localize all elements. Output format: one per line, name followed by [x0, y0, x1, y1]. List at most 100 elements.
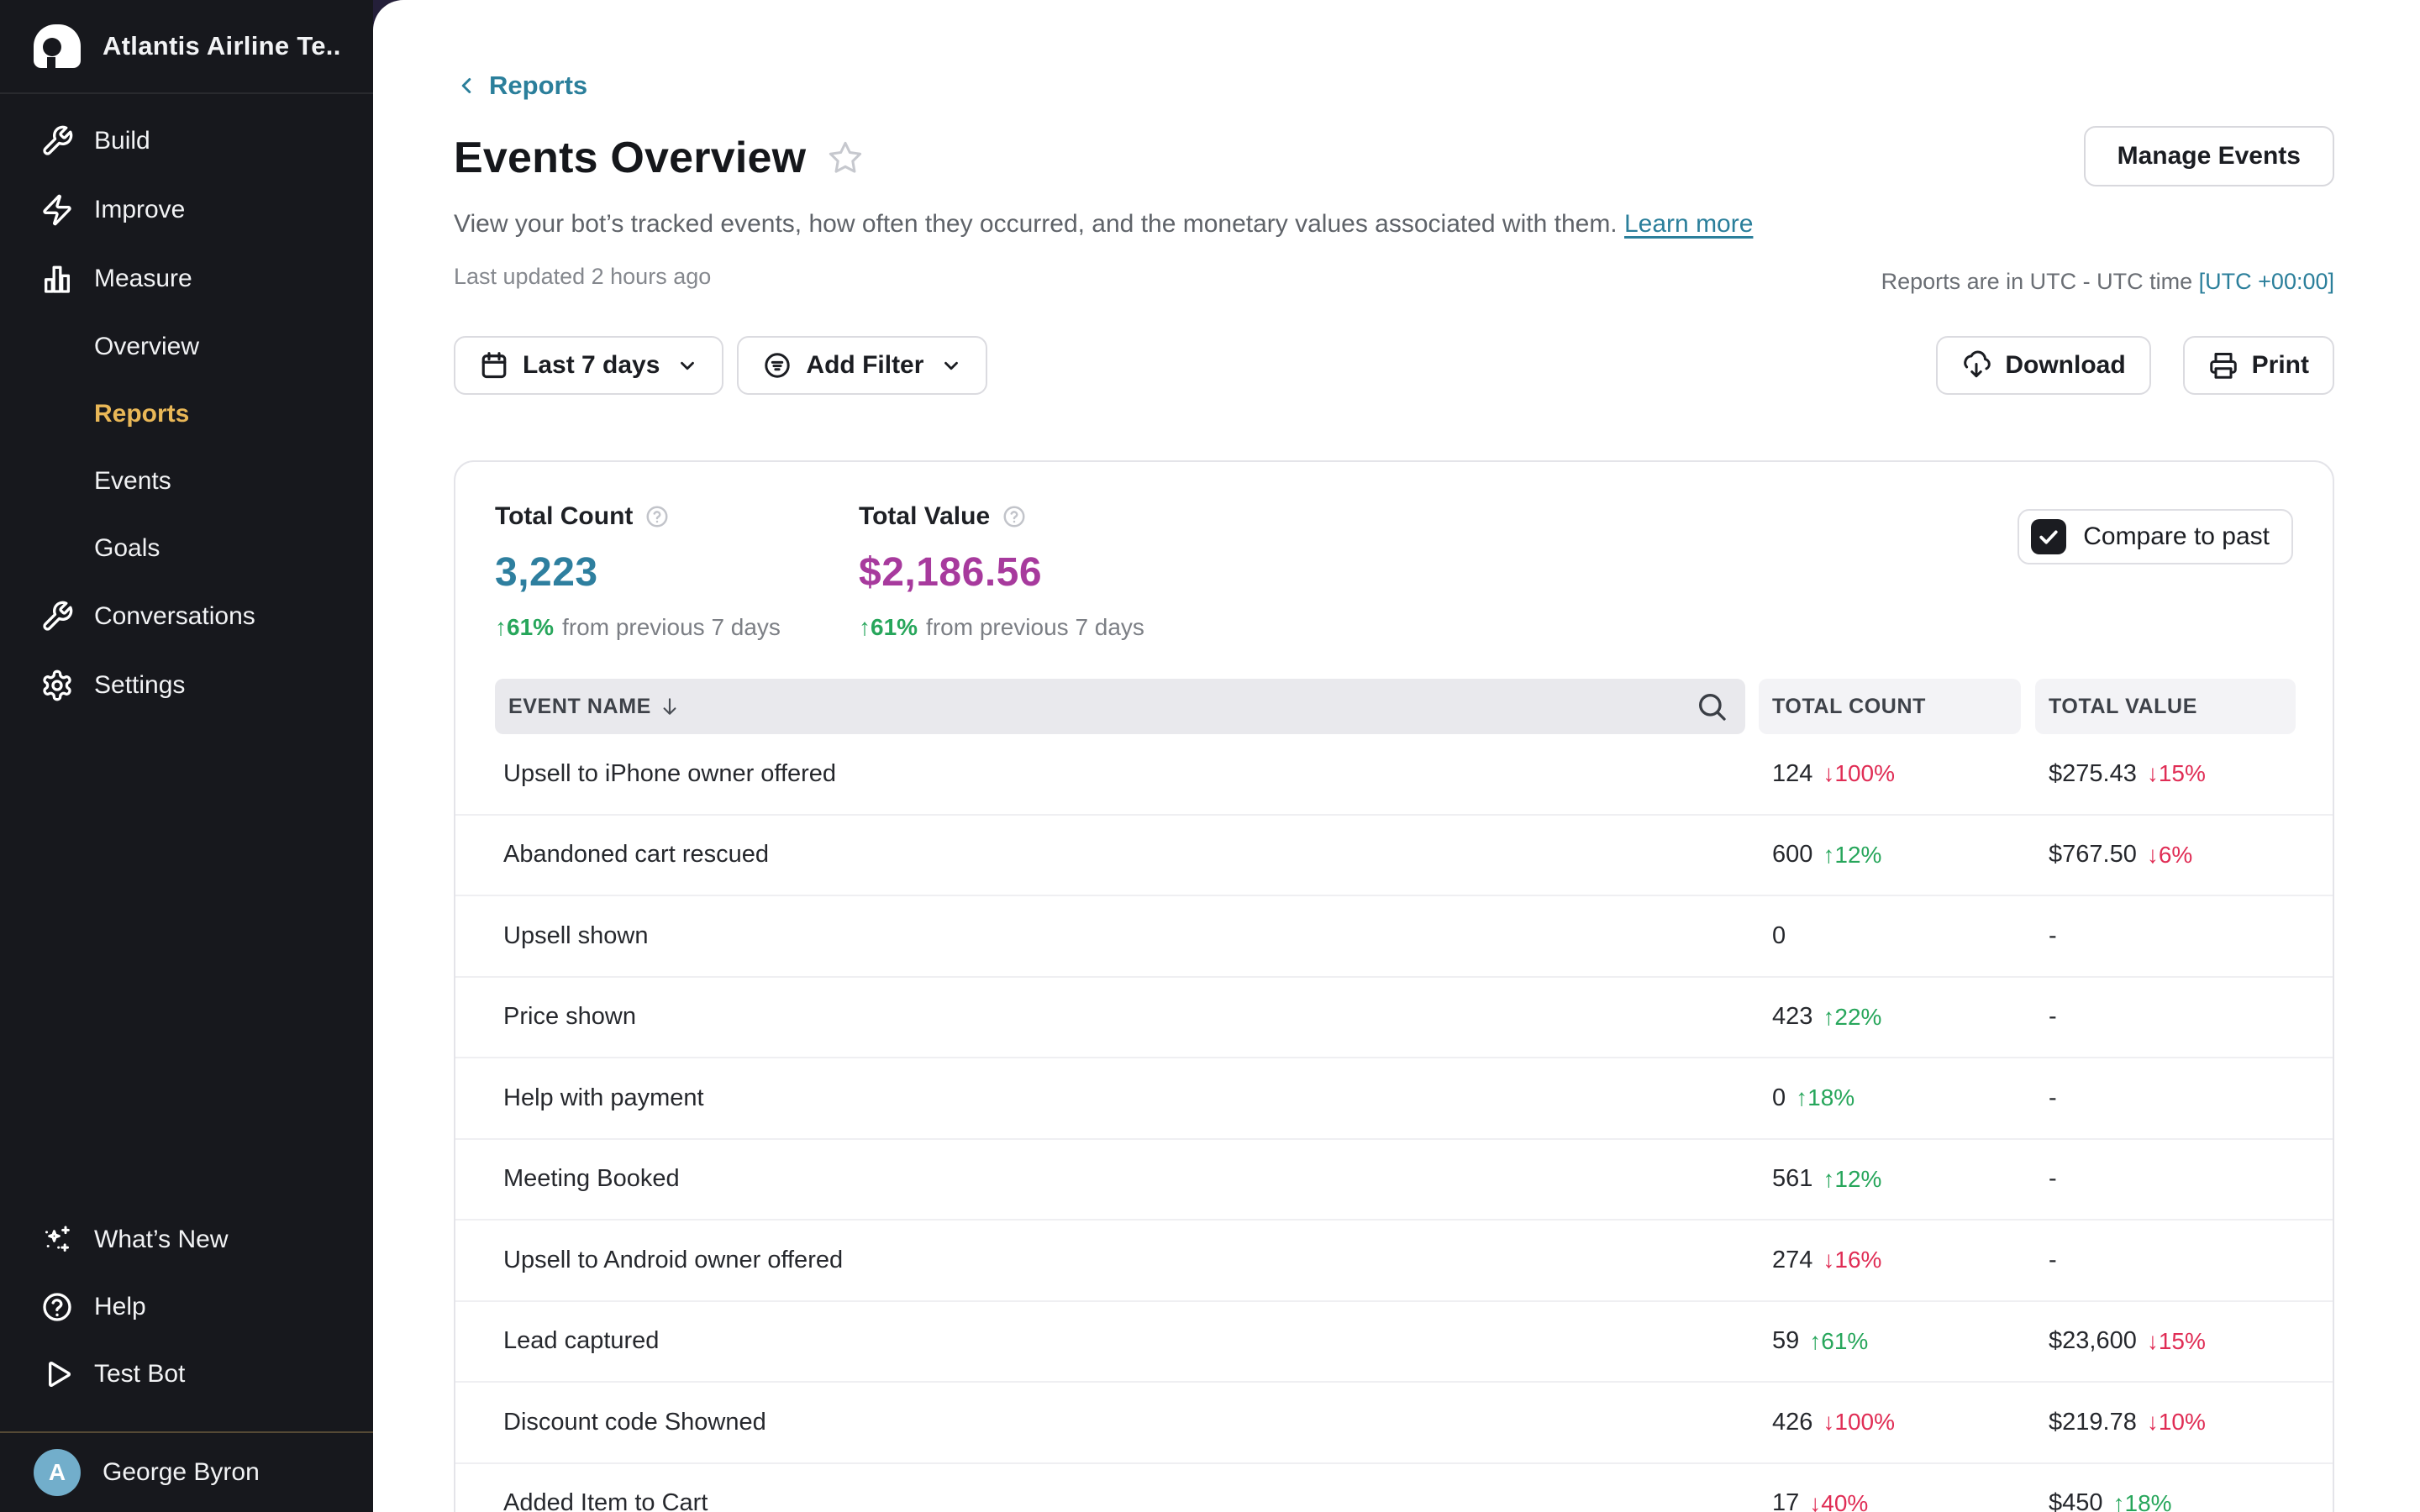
wrench-icon — [40, 124, 74, 158]
event-name: Upsell shown — [503, 921, 649, 949]
event-total-count: 426 ↓100% — [1772, 1408, 1896, 1436]
timezone-link[interactable]: [UTC +00:00] — [2198, 269, 2334, 294]
filter-icon — [762, 350, 792, 381]
change-down-badge: ↓6% — [2146, 841, 2193, 868]
sidebar-item-goals[interactable]: Goals — [94, 534, 160, 562]
chevron-down-icon — [676, 354, 698, 376]
app-logo-icon — [34, 24, 81, 68]
change-up-badge: ↑22% — [1823, 1003, 1882, 1030]
change-up-badge: ↑18% — [2112, 1489, 2172, 1512]
manage-events-button[interactable]: Manage Events — [2083, 126, 2334, 186]
event-total-value: $219.78 ↓10% — [2049, 1408, 2206, 1436]
help-circle-icon[interactable] — [644, 504, 670, 529]
calendar-icon — [479, 350, 509, 381]
change-down-badge: ↓15% — [2146, 1327, 2206, 1354]
table-row: Price shown 423 ↑22% - — [455, 978, 2333, 1058]
search-icon[interactable] — [1695, 690, 1728, 723]
sidebar-footer: What’s New Help Test Bot A George Byron — [0, 1206, 373, 1512]
sidebar-item-whats-new[interactable]: What’s New — [0, 1206, 373, 1273]
sidebar-item-measure[interactable]: Measure — [0, 244, 373, 313]
event-total-value: - — [2049, 921, 2057, 949]
change-down-badge: ↓16% — [1823, 1247, 1882, 1273]
event-total-count: 17 ↓40% — [1772, 1464, 2024, 1512]
sidebar-item-improve[interactable]: Improve — [0, 176, 373, 244]
table-header: EVENT NAME TOTAL COUNT TOTAL VALUE — [455, 679, 2333, 734]
event-total-value: - — [2049, 1003, 2057, 1031]
gear-icon — [40, 669, 74, 702]
chevron-left-icon — [454, 73, 479, 98]
table-row: Upsell shown 0 - — [455, 896, 2333, 978]
column-header-event-name[interactable]: EVENT NAME — [495, 679, 1745, 734]
event-total-count: 600 ↑12% — [1772, 841, 1882, 869]
breadcrumb[interactable]: Reports — [454, 71, 587, 101]
change-up-badge: ↑12% — [1823, 841, 1882, 868]
print-button[interactable]: Print — [2182, 336, 2334, 395]
change-up-badge: ↑61% — [1809, 1327, 1869, 1354]
stat-label: Total Value — [859, 502, 991, 530]
stat-label: Total Count — [495, 502, 634, 530]
sidebar-spacer — [0, 720, 373, 1206]
change-down-badge: ↓100% — [1823, 760, 1896, 787]
workspace-switcher[interactable]: Atlantis Airline Te... — [0, 0, 373, 94]
sparkles-icon — [40, 1223, 74, 1257]
column-header-total-count[interactable]: TOTAL COUNT — [1759, 679, 2021, 734]
event-total-count: 59 ↑61% — [1772, 1327, 1869, 1355]
event-total-count: 561 ↑12% — [1772, 1165, 1882, 1193]
sidebar-item-label: Build — [94, 127, 150, 155]
change-up-badge: ↑12% — [1823, 1165, 1882, 1192]
checkbox-checked-icon[interactable] — [2031, 519, 2067, 554]
learn-more-link[interactable]: Learn more — [1624, 210, 1754, 238]
event-total-value: $767.50 ↓6% — [2049, 841, 2193, 869]
sidebar-nav: Build Improve Measure Overview Reports E… — [0, 94, 373, 720]
sidebar-item-settings[interactable]: Settings — [0, 651, 373, 720]
table-row: Upsell to Android owner offered 274 ↓16% … — [455, 1221, 2333, 1302]
table-row: Help with payment 0 ↑18% - — [455, 1058, 2333, 1140]
add-filter-button[interactable]: Add Filter — [737, 336, 988, 395]
table-row: Upsell to iPhone owner offered 124 ↓100% … — [455, 734, 2333, 816]
avatar: A — [34, 1449, 81, 1496]
page-title: Events Overview — [454, 134, 807, 182]
cloud-download-icon — [1961, 350, 1991, 381]
sidebar-item-events[interactable]: Events — [94, 467, 171, 495]
column-header-total-value[interactable]: TOTAL VALUE — [2035, 679, 2296, 734]
sidebar-item-overview[interactable]: Overview — [94, 333, 200, 360]
user-menu[interactable]: A George Byron — [0, 1433, 373, 1512]
sidebar-item-build[interactable]: Build — [0, 107, 373, 176]
download-button[interactable]: Download — [1936, 336, 2151, 395]
table-row: Lead captured 59 ↑61% $23,600 ↓15% — [455, 1302, 2333, 1383]
table-body: Upsell to iPhone owner offered 124 ↓100% … — [455, 734, 2333, 1512]
date-range-button[interactable]: Last 7 days — [454, 336, 724, 395]
last-updated-text: Last updated 2 hours ago — [454, 264, 712, 289]
event-name: Discount code Showned — [503, 1408, 766, 1436]
sidebar-item-conversations[interactable]: Conversations — [0, 582, 373, 651]
change-down-badge: ↓100% — [1823, 1409, 1896, 1436]
event-total-value: - — [2049, 1246, 2057, 1273]
help-circle-icon — [40, 1290, 74, 1324]
main-content: Reports Events Overview Manage Events Vi… — [373, 0, 2420, 1512]
toolbar: Last 7 days Add Filter — [454, 336, 2334, 395]
event-total-count: 274 ↓16% — [1772, 1246, 1882, 1273]
event-total-count: 423 ↑22% — [1772, 1003, 1882, 1031]
event-name: Abandoned cart rescued — [503, 841, 769, 869]
event-total-value: $23,600 ↓15% — [2049, 1327, 2206, 1355]
change-down-badge: ↓15% — [2146, 760, 2206, 787]
help-circle-icon[interactable] — [1002, 504, 1027, 529]
page-title-row: Events Overview — [454, 133, 865, 183]
sidebar-item-label: What’s New — [94, 1226, 229, 1253]
star-icon[interactable] — [826, 139, 865, 177]
sidebar-item-help[interactable]: Help — [0, 1273, 373, 1341]
compare-to-past-toggle[interactable]: Compare to past — [2018, 509, 2293, 564]
page-subtitle: View your bot’s tracked events, how ofte… — [454, 210, 1754, 238]
sidebar-item-test-bot[interactable]: Test Bot — [0, 1341, 373, 1408]
event-name: Upsell to iPhone owner offered — [503, 759, 837, 787]
sidebar-item-reports[interactable]: Reports — [94, 400, 190, 428]
event-total-count: 124 ↓100% — [1772, 759, 1896, 787]
conversations-icon — [40, 600, 74, 633]
sidebar-divider — [0, 1431, 373, 1433]
change-up-badge: ↑18% — [1796, 1084, 1855, 1111]
event-total-count: 0 ↑18% — [1772, 1084, 1855, 1111]
event-name: Help with payment — [503, 1084, 704, 1111]
sort-down-icon — [658, 695, 681, 718]
workspace-name: Atlantis Airline Te... — [103, 31, 339, 60]
sidebar-item-label: Improve — [94, 196, 186, 223]
